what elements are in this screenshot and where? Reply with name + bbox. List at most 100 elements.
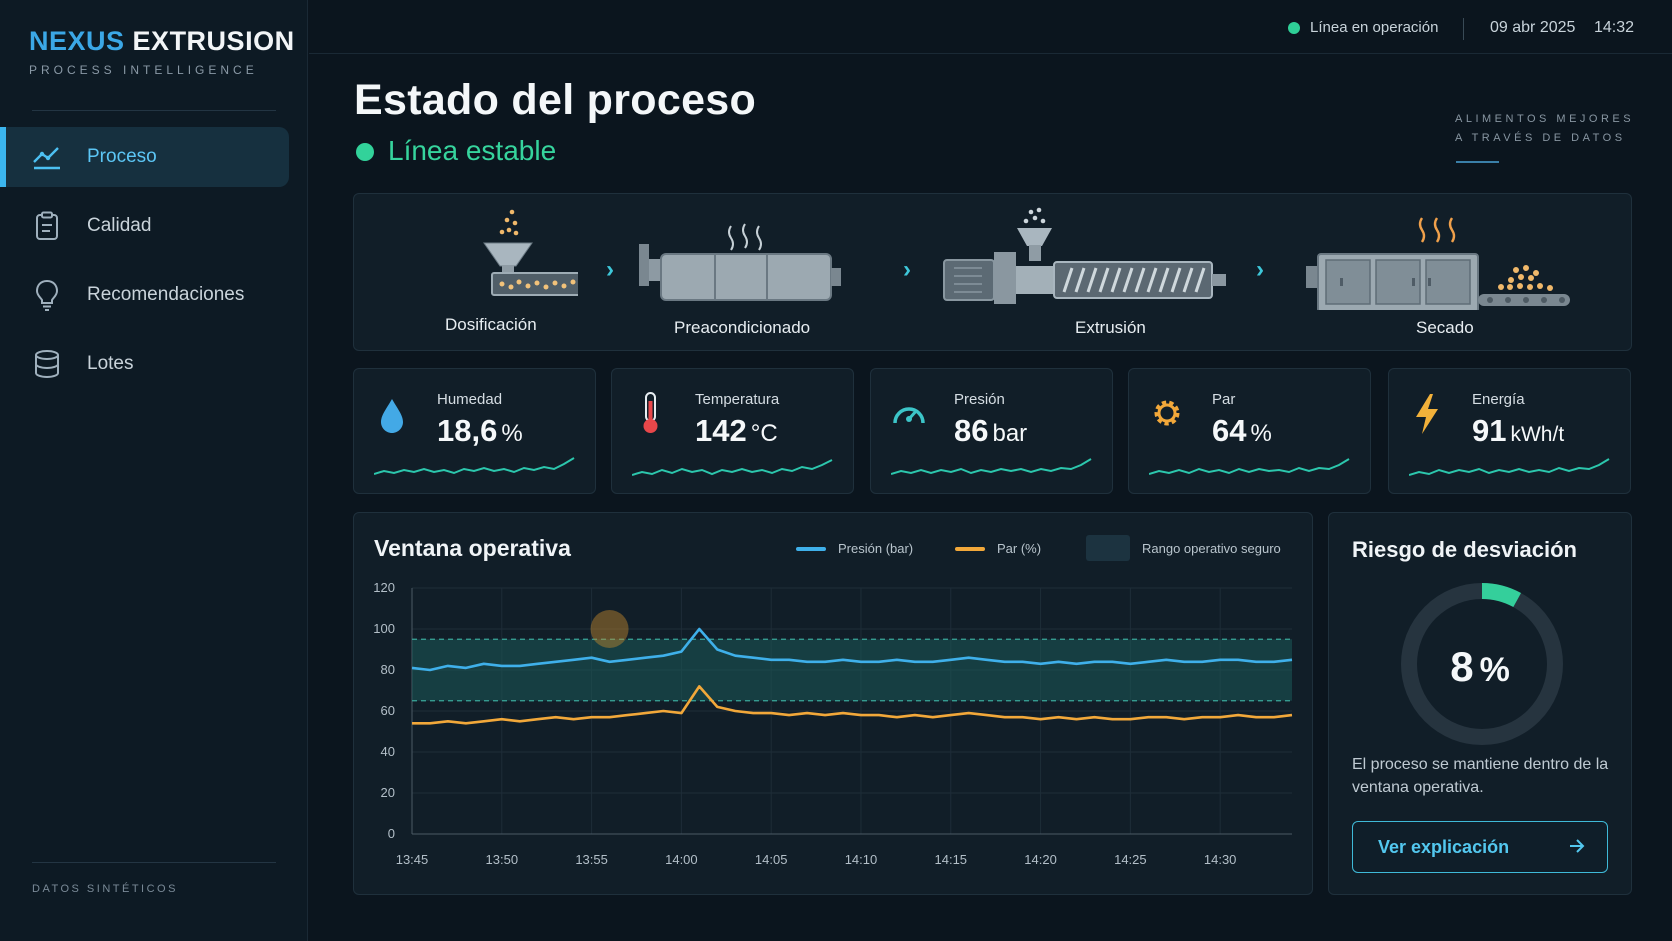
legend-item-safe-range[interactable]: Rango operativo seguro <box>1086 535 1281 561</box>
kpi-sparkline <box>1409 458 1610 476</box>
legend-label: Presión (bar) <box>838 541 914 556</box>
stage-label-preacondicionado: Preacondicionado <box>674 318 811 337</box>
sidebar-item-calidad[interactable]: Calidad <box>0 196 289 256</box>
line-stable-status: Línea estable <box>388 135 557 166</box>
series-line-torque <box>412 685 1293 725</box>
sidebar-item-label: Proceso <box>87 146 157 167</box>
legend-swatch <box>796 546 826 551</box>
water-drop-icon <box>381 399 403 433</box>
sidebar-item-label: Lotes <box>87 353 134 374</box>
kpi-card-humedad[interactable]: Humedad 18,6% <box>353 368 596 494</box>
preconditioner-icon[interactable] <box>635 214 849 304</box>
risk-description: El proceso se mantiene dentro de la vent… <box>1352 756 1609 796</box>
sidebar-item-recomendaciones[interactable]: Recomendaciones <box>0 265 289 325</box>
stable-status-dot <box>356 143 374 161</box>
line-status-text: Línea en operación <box>1310 19 1439 36</box>
chart-title: Ventana operativa <box>374 535 571 561</box>
sidebar-divider <box>32 110 276 111</box>
topbar-separator <box>1463 18 1464 40</box>
kpi-unit: % <box>1250 420 1272 447</box>
peak-highlight-marker <box>590 610 629 648</box>
sidebar-nav: Proceso Calidad Recomendaciones Lotes <box>0 127 308 403</box>
sidebar-item-proceso[interactable]: Proceso <box>0 127 289 187</box>
risk-title: Riesgo de desviación <box>1352 537 1577 562</box>
kpi-value: 18,6% <box>437 413 523 449</box>
x-tick-label: 14:10 <box>845 852 878 867</box>
kpi-card-presion[interactable]: Presión 86 bar <box>870 368 1113 494</box>
legend-swatch <box>955 546 985 551</box>
brand-logo[interactable]: NEXUS EXTRUSION PROCESS INTELLIGENCE <box>29 26 295 77</box>
risk-unit: % <box>1479 651 1510 689</box>
legend-label: Rango operativo seguro <box>1142 540 1281 556</box>
current-date: 09 abr 2025 <box>1490 19 1576 36</box>
stage-label-dosificacion: Dosificación <box>445 315 537 334</box>
x-tick-label: 14:05 <box>755 852 788 867</box>
brand-name-rest: EXTRUSION <box>132 26 295 56</box>
stage-label-extrusion: Extrusión <box>1075 318 1146 337</box>
y-tick-label: 0 <box>388 826 395 841</box>
page-title: Estado del proceso <box>354 76 757 124</box>
kpi-number: 86 <box>954 413 989 448</box>
risk-number: 8 <box>1450 643 1474 690</box>
thermometer-icon <box>643 392 658 433</box>
y-tick-label: 100 <box>373 621 395 636</box>
database-icon <box>32 349 62 379</box>
y-tick-label: 120 <box>373 580 395 595</box>
kpi-label: Temperatura <box>695 391 780 408</box>
kpi-unit: % <box>501 420 523 447</box>
kpi-label: Energía <box>1472 391 1525 408</box>
risk-donut-chart <box>1401 583 1563 745</box>
kpi-card-par[interactable]: Par 64% <box>1128 368 1371 494</box>
legend-swatch <box>1086 535 1130 561</box>
top-bar: Línea en operación 09 abr 2025 14:32 <box>309 0 1672 54</box>
kpi-sparkline <box>374 457 575 475</box>
current-time: 14:32 <box>1594 19 1635 36</box>
kpi-label: Par <box>1212 391 1236 408</box>
kpi-value: 91 kWh/t <box>1472 413 1564 449</box>
series-line-pressure <box>411 627 1293 672</box>
flow-arrow-icon: › <box>903 256 911 283</box>
kpi-unit: bar <box>992 420 1028 447</box>
process-flow-panel: Dosificación › Preacondicionado › Extrus… <box>353 193 1632 351</box>
x-tick-label: 13:50 <box>486 852 519 867</box>
sidebar-item-label: Recomendaciones <box>87 284 245 305</box>
x-tick-label: 14:30 <box>1204 852 1237 867</box>
sidebar-item-label: Calidad <box>87 215 152 236</box>
arrow-right-icon <box>1570 839 1585 853</box>
safe-range-band <box>412 639 1292 701</box>
tagline: ALIMENTOS MEJORES A TRAVÉS DE DATOS <box>1455 110 1634 148</box>
view-explanation-label: Ver explicación <box>1378 836 1510 857</box>
risk-arc <box>1401 583 1563 745</box>
sidebar-item-lotes[interactable]: Lotes <box>0 334 289 394</box>
sidebar-footer-divider <box>32 862 276 863</box>
dosing-hopper-icon[interactable] <box>418 206 578 301</box>
kpi-sparkline <box>632 459 833 476</box>
y-tick-label: 80 <box>381 662 395 677</box>
dryer-icon[interactable] <box>1304 210 1584 310</box>
legend-item-torque[interactable]: Par (%) <box>955 541 1041 556</box>
sidebar: NEXUS EXTRUSION PROCESS INTELLIGENCE Pro… <box>0 0 308 941</box>
view-explanation-button[interactable]: Ver explicación <box>1352 821 1608 873</box>
operating-window-chart-card: 0 20 40 60 80 100 120 13:45 13:50 13:55 14:00 14:05… <box>353 512 1313 895</box>
kpi-number: 91 <box>1472 413 1507 448</box>
kpi-unit: °C <box>750 420 778 447</box>
kpi-sparkline <box>1149 458 1350 475</box>
kpi-card-energia[interactable]: Energía 91 kWh/t <box>1388 368 1631 494</box>
kpi-card-temperatura[interactable]: Temperatura 142 °C <box>611 368 854 494</box>
x-tick-label: 14:20 <box>1024 852 1057 867</box>
legend-item-pressure[interactable]: Presión (bar) <box>796 541 913 556</box>
line-chart-icon <box>32 142 62 172</box>
kpi-label: Presión <box>954 391 1005 408</box>
tagline-line-2: A TRAVÉS DE DATOS <box>1455 132 1626 144</box>
line-status-dot <box>1288 22 1300 34</box>
brand-subtitle: PROCESS INTELLIGENCE <box>29 63 258 77</box>
y-tick-label: 40 <box>381 744 395 759</box>
tagline-line-1: ALIMENTOS MEJORES <box>1455 113 1635 125</box>
operating-window-chart[interactable]: 0 20 40 60 80 100 120 13:45 13:50 13:55 14:00 14:05… <box>354 513 1312 894</box>
brand-name-accent: NEXUS <box>29 26 125 56</box>
legend-label: Par (%) <box>997 541 1042 556</box>
extruder-icon[interactable] <box>942 204 1242 304</box>
synthetic-data-note: DATOS SINTÉTICOS <box>32 883 178 895</box>
flow-arrow-icon: › <box>606 256 614 283</box>
x-tick-label: 14:25 <box>1114 852 1147 867</box>
